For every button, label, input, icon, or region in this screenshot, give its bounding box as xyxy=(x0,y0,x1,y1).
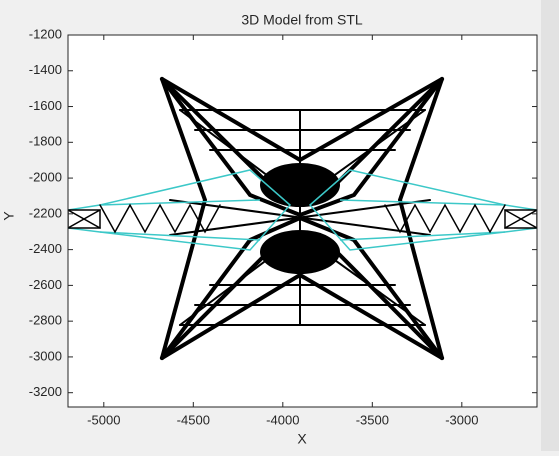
y-tick-label: -1400 xyxy=(29,62,62,77)
side-strip xyxy=(541,0,559,451)
x-tick-label: -3500 xyxy=(356,412,389,427)
y-tick-label: -3000 xyxy=(29,348,62,363)
dense-region xyxy=(260,163,340,207)
y-tick-label: -1800 xyxy=(29,134,62,149)
y-tick-label: -2800 xyxy=(29,313,62,328)
y-tick-label: -2400 xyxy=(29,241,62,256)
dense-region xyxy=(260,230,340,274)
x-tick-label: -4500 xyxy=(177,412,210,427)
axes-box xyxy=(67,34,538,408)
y-tick-label: -2200 xyxy=(29,205,62,220)
x-axis-label: X xyxy=(297,431,307,447)
y-tick-label: -2600 xyxy=(29,277,62,292)
y-tick-label: -3200 xyxy=(29,384,62,399)
y-tick-label: -1600 xyxy=(29,98,62,113)
y-tick-label: -1200 xyxy=(29,26,62,41)
x-tick-label: -4000 xyxy=(266,412,299,427)
model-wireframe xyxy=(68,77,537,360)
y-tick-label: -2000 xyxy=(29,170,62,185)
chart-title: 3D Model from STL xyxy=(241,12,363,28)
y-axis-label: Y xyxy=(1,211,17,221)
x-tick-label: -5000 xyxy=(87,412,120,427)
x-tick-label: -3000 xyxy=(445,412,478,427)
